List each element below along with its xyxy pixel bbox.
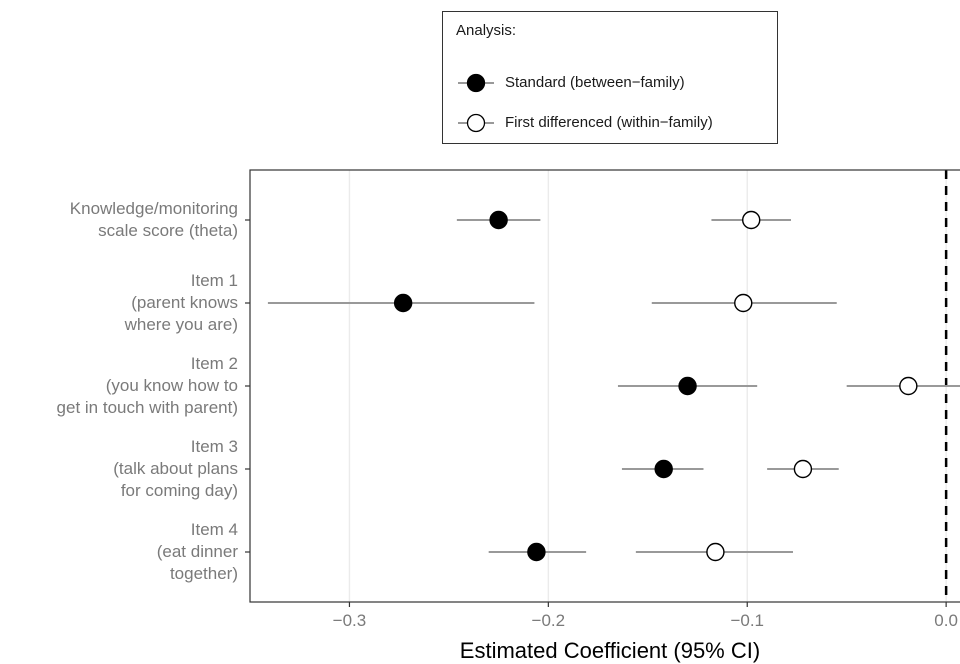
x-tick-label: −0.1 bbox=[730, 611, 764, 630]
y-category-label: Item 3 (talk about plans for coming day) bbox=[113, 436, 238, 502]
y-category-label-line: get in touch with parent) bbox=[56, 398, 238, 417]
filled-circle-icon bbox=[458, 73, 494, 93]
y-category-label-line: for coming day) bbox=[120, 481, 238, 500]
legend-entry-first-differenced: First differenced (within−family) bbox=[457, 111, 773, 135]
first-differenced-estimate-point bbox=[706, 542, 725, 562]
y-category-label: Knowledge/monitoring scale score (theta) bbox=[70, 198, 238, 242]
legend-title: Analysis: bbox=[456, 22, 517, 39]
y-category-label-line: Item 3 bbox=[190, 437, 238, 456]
legend: Analysis: Standard (between−family) Firs… bbox=[442, 11, 778, 144]
standard-estimate-point bbox=[393, 293, 413, 313]
first-differenced-estimate-point bbox=[793, 459, 813, 479]
x-tick-label: −0.2 bbox=[532, 611, 566, 630]
first-differenced-estimate-point bbox=[899, 376, 918, 396]
y-category-label-line: where you are) bbox=[124, 315, 238, 334]
y-category-label-line: (eat dinner bbox=[156, 542, 238, 561]
y-category-label-line: scale score (theta) bbox=[98, 221, 238, 240]
legend-label-first-differenced: First differenced (within−family) bbox=[505, 114, 713, 131]
y-category-label-line: Item 2 bbox=[190, 354, 238, 373]
first-differenced-estimate-point bbox=[742, 210, 761, 230]
y-category-label-line: Item 1 bbox=[190, 271, 238, 290]
standard-estimate-point bbox=[489, 210, 508, 230]
y-category-label-line: (you know how to bbox=[105, 376, 238, 395]
y-category-label-line: together) bbox=[169, 564, 238, 583]
x-axis-title: Estimated Coefficient (95% CI) bbox=[460, 638, 760, 663]
x-tick-label: −0.3 bbox=[333, 611, 367, 630]
standard-estimate-point bbox=[654, 459, 673, 479]
y-category-label: Item 4 (eat dinner together) bbox=[157, 519, 238, 585]
standard-estimate-point bbox=[678, 376, 697, 396]
first-differenced-estimate-point bbox=[734, 293, 753, 313]
x-tick-label: 0.0 bbox=[934, 611, 958, 630]
standard-estimate-point bbox=[527, 542, 546, 562]
y-category-label-line: (parent knows bbox=[131, 293, 238, 312]
legend-label-standard: Standard (between−family) bbox=[505, 74, 685, 91]
y-category-label-line: (talk about plans bbox=[113, 459, 238, 478]
y-category-label-line: Item 4 bbox=[190, 520, 238, 539]
y-category-label: Item 2 (you know how to get in touch with … bbox=[57, 353, 238, 419]
y-category-label: Item 1 (parent knows where you are) bbox=[125, 270, 238, 336]
open-circle-icon bbox=[458, 113, 494, 133]
y-category-label-line: Knowledge/monitoring bbox=[69, 199, 238, 218]
legend-entry-standard: Standard (between−family) bbox=[457, 71, 773, 95]
